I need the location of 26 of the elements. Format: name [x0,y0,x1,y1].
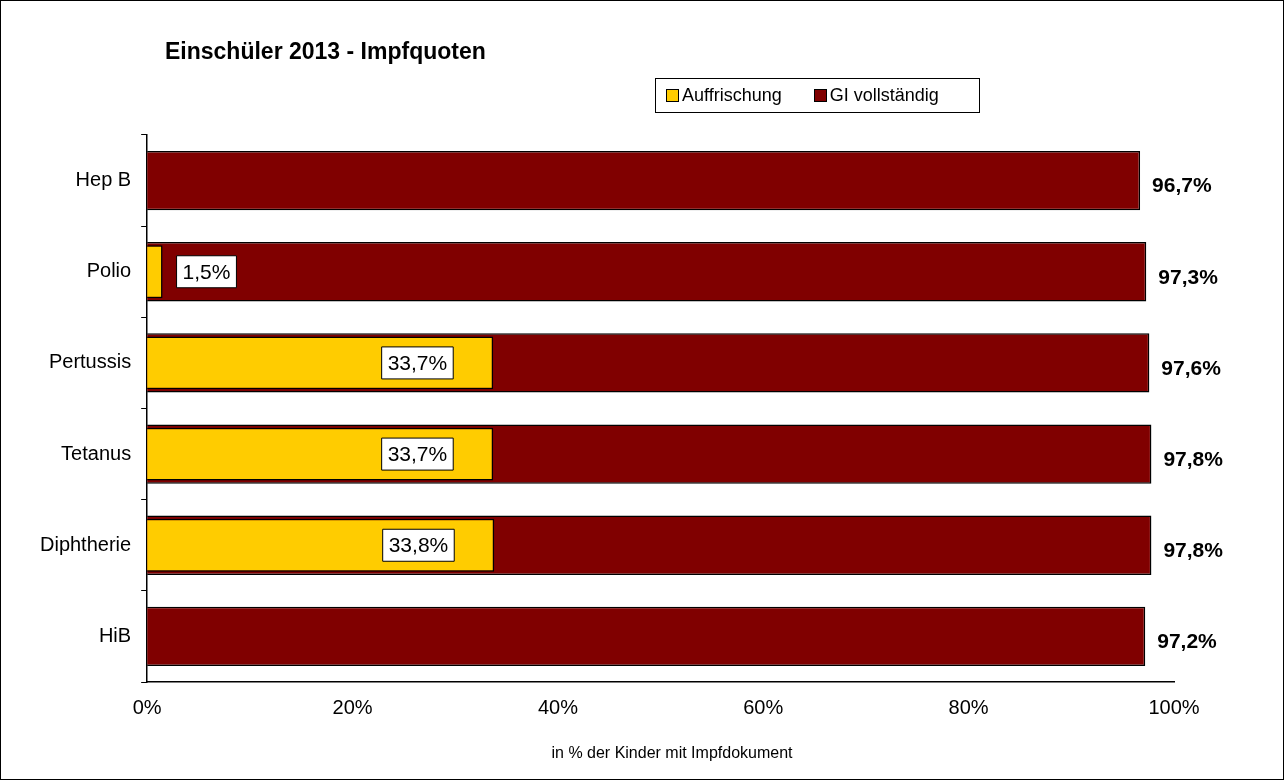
data-label: 97,6% [1161,355,1222,379]
chart-title: Einschüler 2013 - Impfquoten [165,38,486,65]
x-tick-label: 20% [332,695,373,718]
x-tick-label: 0% [132,695,162,718]
y-tick-label: Polio [86,259,132,282]
x-tick-label: 80% [948,695,989,718]
x-tick-label: 40% [537,695,579,718]
legend-label: Auffrischung [682,85,782,106]
y-tick-label: Tetanus [61,441,132,464]
data-label: 96,7% [1152,173,1212,197]
data-label: 97,8% [1163,538,1224,562]
data-label: 97,3% [1158,264,1219,288]
data-label: 97,8% [1163,446,1224,470]
data-label: 97,2% [1157,629,1218,653]
x-axis-title: in % der Kinder mit Impfdokument [550,744,794,762]
y-tick-label: Pertussis [48,350,132,373]
x-tick-label: 100% [1148,695,1200,718]
data-label: 33,8% [388,533,449,557]
data-label: 33,7% [387,350,448,374]
data-label: 1,5% [182,259,231,283]
data-label: 33,7% [387,441,448,465]
text: GI vollständig [829,85,939,106]
x-tick-label: 60% [743,695,784,718]
y-tick-label: Diphtherie [39,532,132,555]
y-tick-label: Hep B [75,168,132,191]
y-tick-label: HiB [98,623,132,646]
